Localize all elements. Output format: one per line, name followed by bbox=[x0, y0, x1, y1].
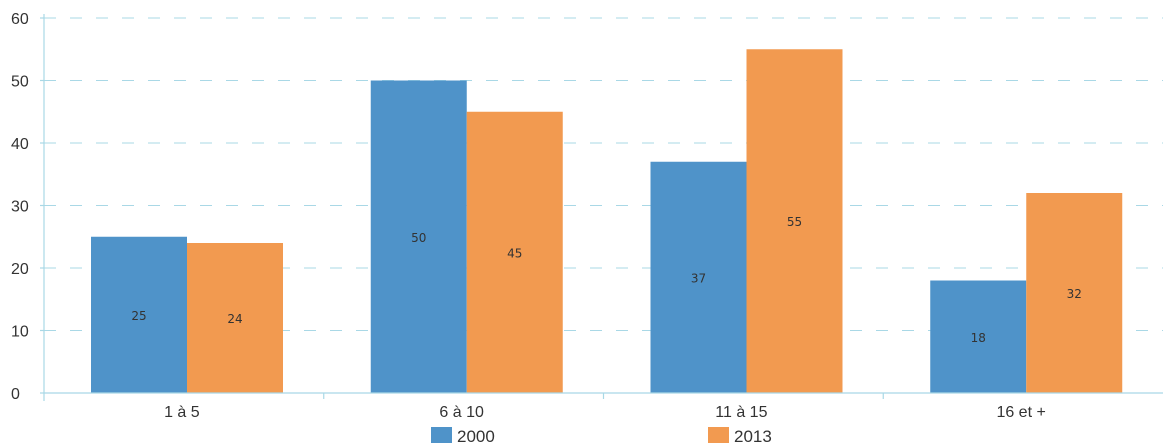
data-label: 24 bbox=[227, 312, 242, 326]
data-label: 25 bbox=[131, 309, 146, 323]
data-label: 37 bbox=[691, 271, 706, 285]
x-tick-label: 6 à 10 bbox=[439, 404, 484, 421]
data-labels: 25 24 50 45 37 55 18 32 bbox=[131, 215, 1082, 345]
axes: 0 10 20 30 40 50 60 1 à 5 6 à 10 11 à 15 16 et + bbox=[11, 11, 1163, 421]
legend-swatch-2013 bbox=[708, 427, 729, 443]
bar-2013-0 bbox=[187, 243, 283, 393]
y-tick-label: 0 bbox=[11, 386, 20, 403]
y-tick-label: 30 bbox=[11, 199, 29, 216]
data-label: 45 bbox=[507, 246, 522, 260]
x-tick-label: 1 à 5 bbox=[164, 404, 200, 421]
legend-label-2000: 2000 bbox=[457, 427, 495, 446]
data-label: 50 bbox=[411, 231, 426, 245]
data-label: 18 bbox=[971, 331, 986, 345]
legend-label-2013: 2013 bbox=[734, 427, 772, 446]
bar-2000-2 bbox=[650, 161, 747, 393]
y-tick-label: 60 bbox=[11, 11, 29, 28]
legend-swatch-2000 bbox=[431, 427, 452, 443]
legend: 2000 2013 bbox=[431, 427, 772, 446]
bar-2013-2 bbox=[746, 49, 843, 393]
y-tick-label: 20 bbox=[11, 261, 29, 278]
y-tick-label: 50 bbox=[11, 74, 29, 91]
bar-2000-0 bbox=[91, 236, 187, 393]
bar-2000-3 bbox=[930, 280, 1027, 393]
y-tick-label: 10 bbox=[11, 324, 29, 341]
data-label: 55 bbox=[787, 215, 802, 229]
bar-2013-1 bbox=[466, 111, 563, 393]
bar-2013-3 bbox=[1026, 193, 1123, 393]
bars bbox=[91, 49, 1123, 393]
data-label: 32 bbox=[1067, 287, 1082, 301]
y-tick-label: 40 bbox=[11, 136, 29, 153]
x-tick-label: 11 à 15 bbox=[715, 404, 767, 421]
x-tick-label: 16 et + bbox=[996, 404, 1045, 421]
bar-2000-1 bbox=[370, 80, 467, 393]
